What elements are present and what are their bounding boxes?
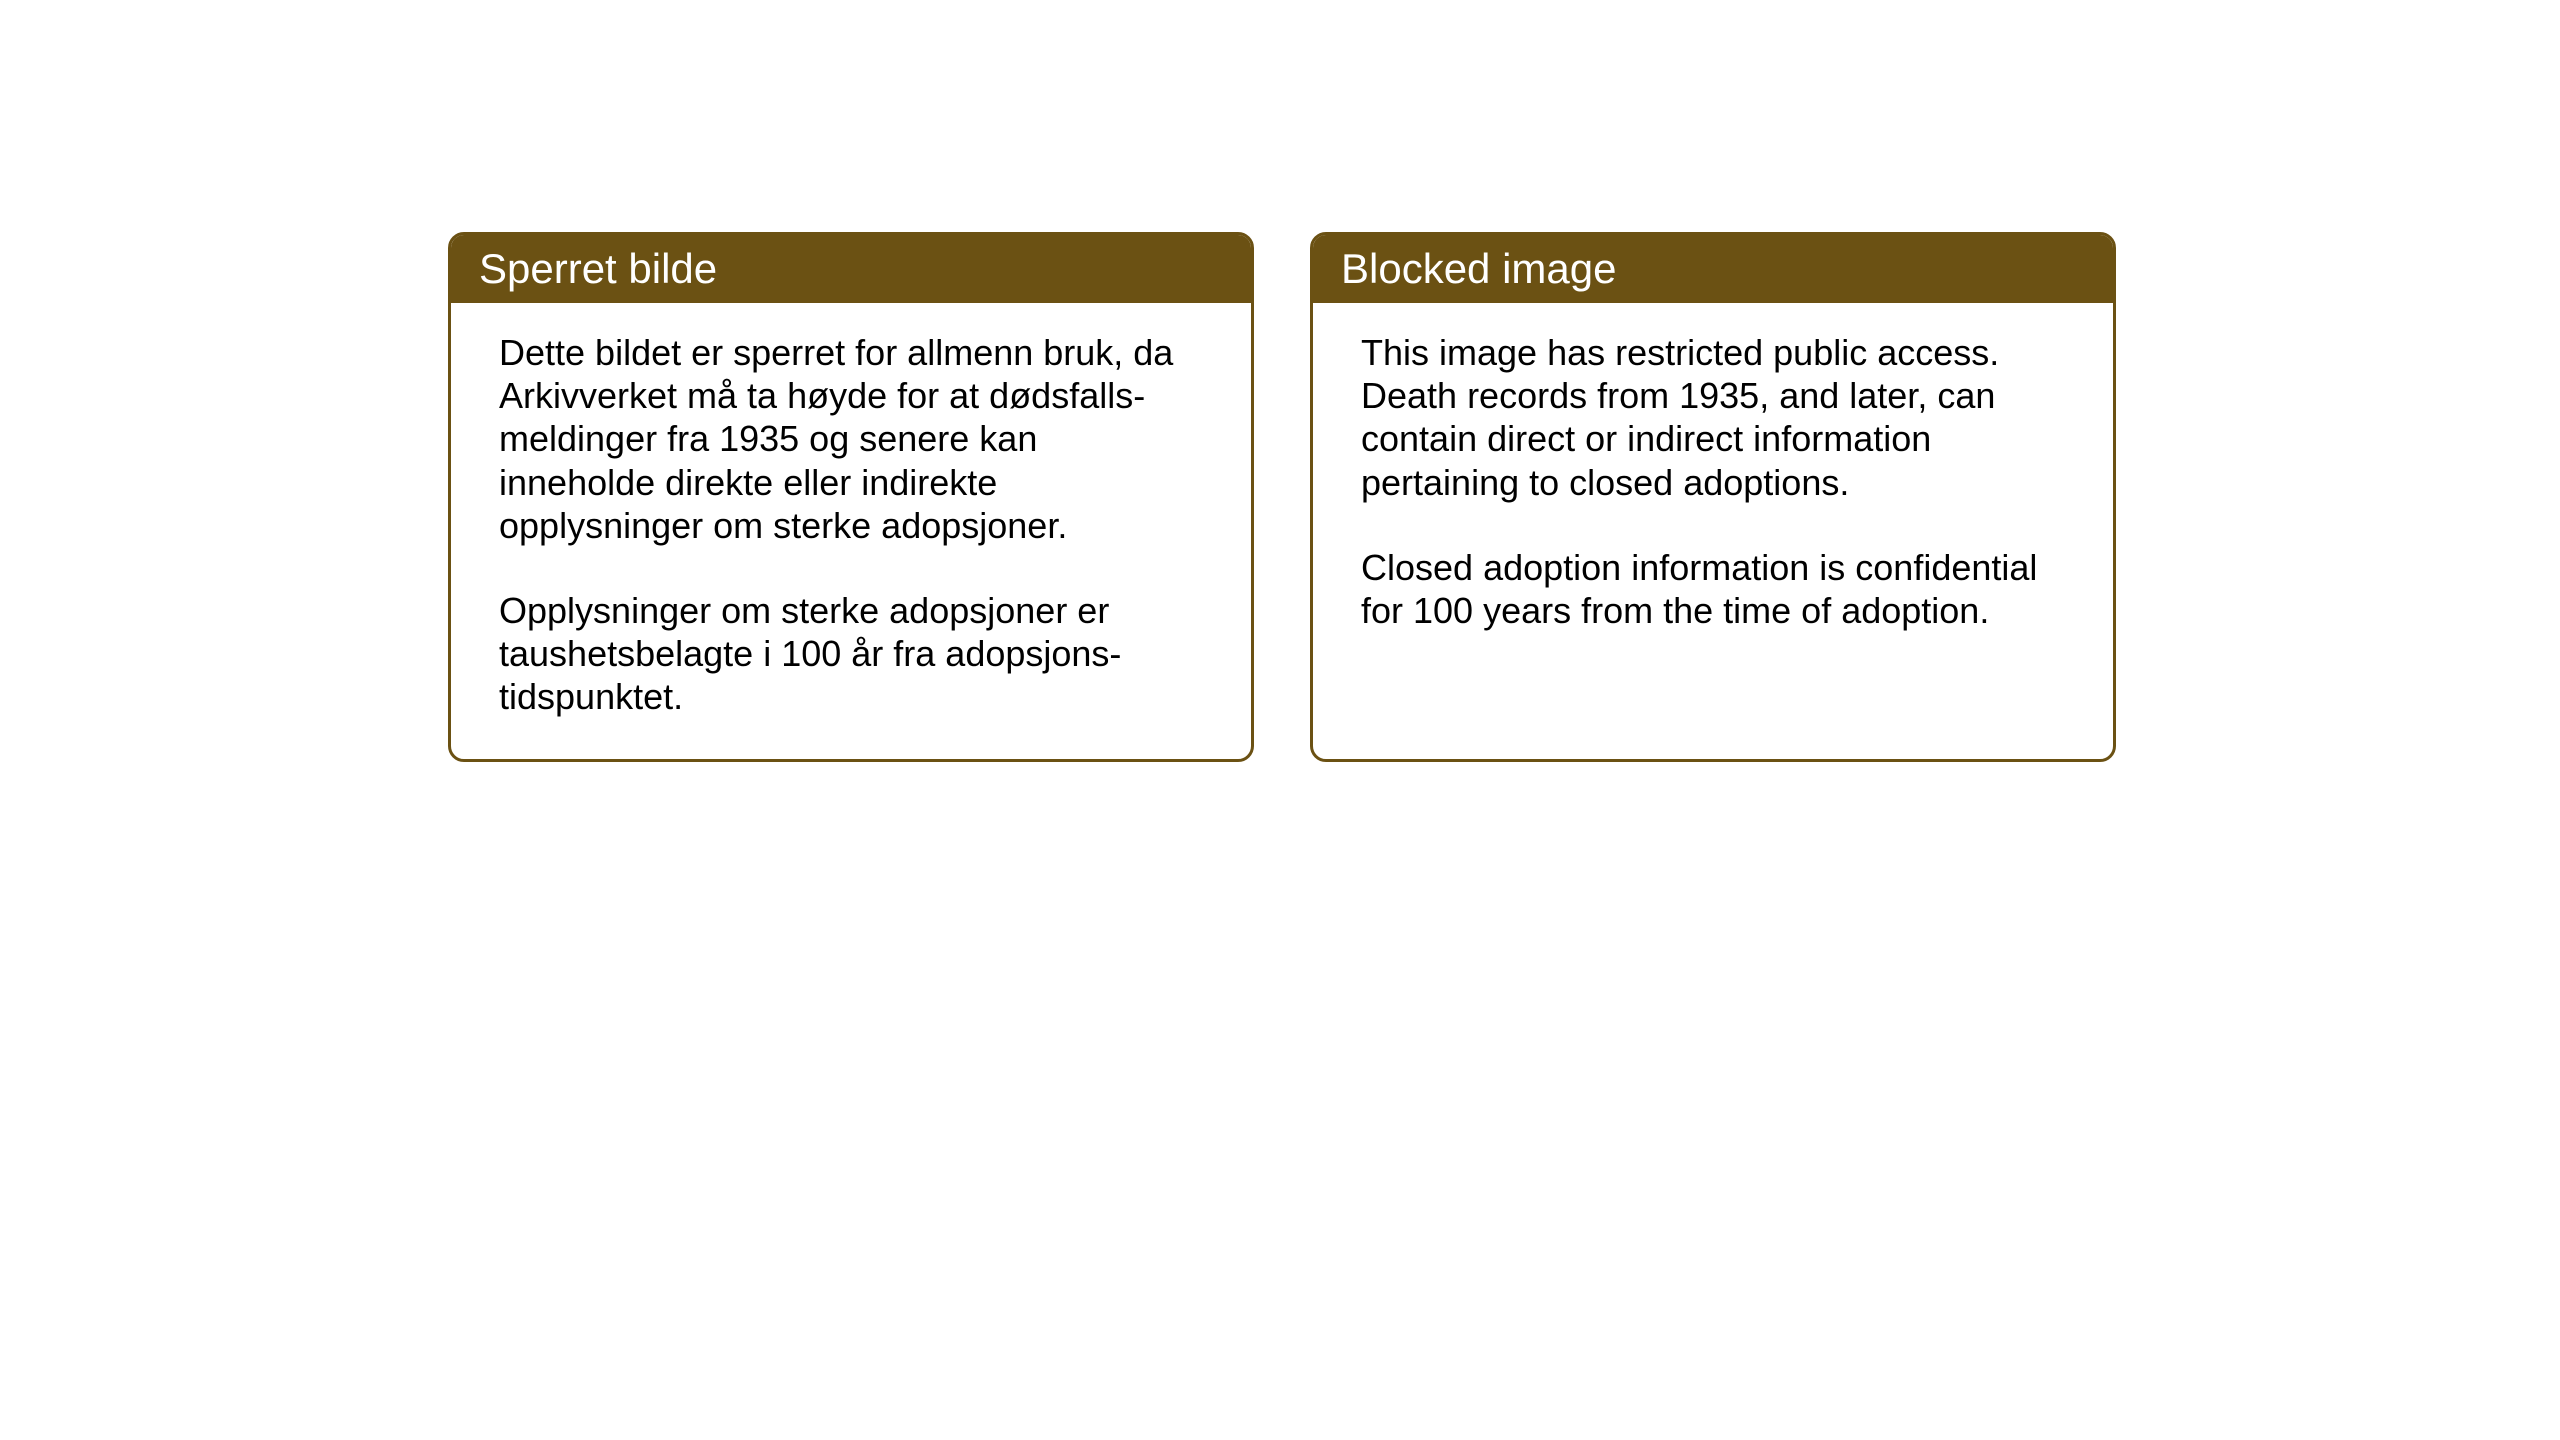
card-header-norwegian: Sperret bilde [451, 235, 1251, 303]
card-title-english: Blocked image [1341, 245, 1616, 292]
paragraph-english-1: This image has restricted public access.… [1361, 331, 2065, 504]
notice-container: Sperret bilde Dette bildet er sperret fo… [448, 232, 2116, 762]
card-title-norwegian: Sperret bilde [479, 245, 717, 292]
card-body-english: This image has restricted public access.… [1313, 303, 2113, 723]
notice-card-norwegian: Sperret bilde Dette bildet er sperret fo… [448, 232, 1254, 762]
card-body-norwegian: Dette bildet er sperret for allmenn bruk… [451, 303, 1251, 759]
card-header-english: Blocked image [1313, 235, 2113, 303]
paragraph-norwegian-1: Dette bildet er sperret for allmenn bruk… [499, 331, 1203, 547]
notice-card-english: Blocked image This image has restricted … [1310, 232, 2116, 762]
paragraph-norwegian-2: Opplysninger om sterke adopsjoner er tau… [499, 589, 1203, 719]
paragraph-english-2: Closed adoption information is confident… [1361, 546, 2065, 632]
